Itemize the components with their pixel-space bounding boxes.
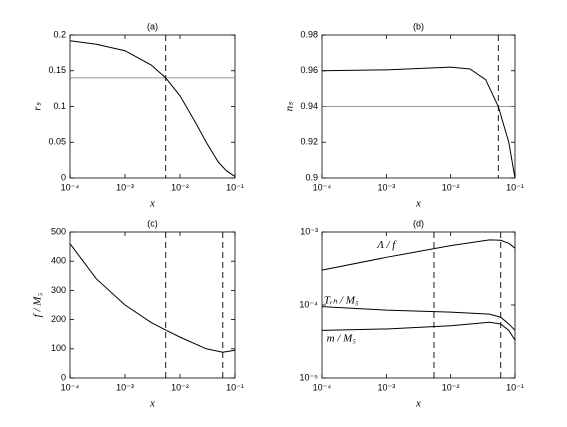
x-tick-label: 10⁻³ xyxy=(116,382,134,392)
data-line xyxy=(321,239,516,271)
data-line xyxy=(69,40,236,177)
y-tick-label: 10⁻⁵ xyxy=(300,372,319,382)
y-tick-label: 0.05 xyxy=(48,137,66,147)
x-tick-label: 10⁻⁴ xyxy=(313,382,332,392)
x-axis-label: x xyxy=(415,398,421,410)
y-tick-label: 0 xyxy=(61,172,66,182)
x-tick-label: 10⁻³ xyxy=(377,182,395,192)
series-label: Λ / f xyxy=(376,239,397,251)
y-tick-label: 0 xyxy=(61,372,66,382)
y-tick-label: 0.94 xyxy=(300,101,318,111)
x-axis-label: x xyxy=(415,198,421,210)
x-tick-label: 10⁻² xyxy=(442,182,460,192)
series-label: Tᵣₕ / M₅ xyxy=(324,295,359,307)
x-tick-label: 10⁻² xyxy=(171,182,189,192)
panel-title: (c) xyxy=(147,218,158,228)
x-tick-label: 10⁻⁴ xyxy=(61,382,80,392)
series-label: m / M₅ xyxy=(327,332,357,344)
x-tick-label: 10⁻² xyxy=(171,382,189,392)
x-axis-label: x xyxy=(149,398,155,410)
x-tick-label: 10⁻¹ xyxy=(506,182,524,192)
x-tick-label: 10⁻¹ xyxy=(506,382,524,392)
y-tick-label: 300 xyxy=(51,285,66,295)
data-line xyxy=(321,321,516,341)
y-tick-label: 0.1 xyxy=(53,101,66,111)
data-line xyxy=(69,243,236,353)
y-tick-label: 500 xyxy=(51,226,66,236)
y-tick-label: 0.98 xyxy=(300,29,318,39)
x-tick-label: 10⁻³ xyxy=(377,382,395,392)
y-tick-label: 200 xyxy=(51,314,66,324)
x-tick-label: 10⁻¹ xyxy=(226,182,244,192)
plot-frame xyxy=(69,34,236,179)
y-tick-label: 0.9 xyxy=(305,172,318,182)
x-tick-label: 10⁻² xyxy=(442,382,460,392)
x-tick-label: 10⁻¹ xyxy=(226,382,244,392)
y-tick-label: 0.2 xyxy=(53,29,66,39)
panel-title: (d) xyxy=(413,218,424,228)
x-tick-label: 10⁻³ xyxy=(116,182,134,192)
x-tick-label: 10⁻⁴ xyxy=(61,182,80,192)
y-axis-label: f / M₅ xyxy=(32,293,44,318)
y-tick-label: 10⁻³ xyxy=(300,226,318,236)
x-tick-label: 10⁻⁴ xyxy=(313,182,332,192)
panel-title: (a) xyxy=(147,21,158,31)
y-axis-label: rₛ xyxy=(32,101,44,110)
y-tick-label: 0.92 xyxy=(300,137,318,147)
y-axis-label: nₛ xyxy=(284,101,296,112)
x-axis-label: x xyxy=(149,198,155,210)
y-tick-label: 100 xyxy=(51,343,66,353)
panel-title: (b) xyxy=(413,21,424,31)
y-tick-label: 0.96 xyxy=(300,65,318,75)
plot-frame xyxy=(69,231,236,379)
y-tick-label: 10⁻⁴ xyxy=(299,299,318,309)
y-tick-label: 0.15 xyxy=(48,65,66,75)
y-tick-label: 400 xyxy=(51,256,66,266)
data-line xyxy=(321,66,516,179)
data-line xyxy=(321,306,516,331)
